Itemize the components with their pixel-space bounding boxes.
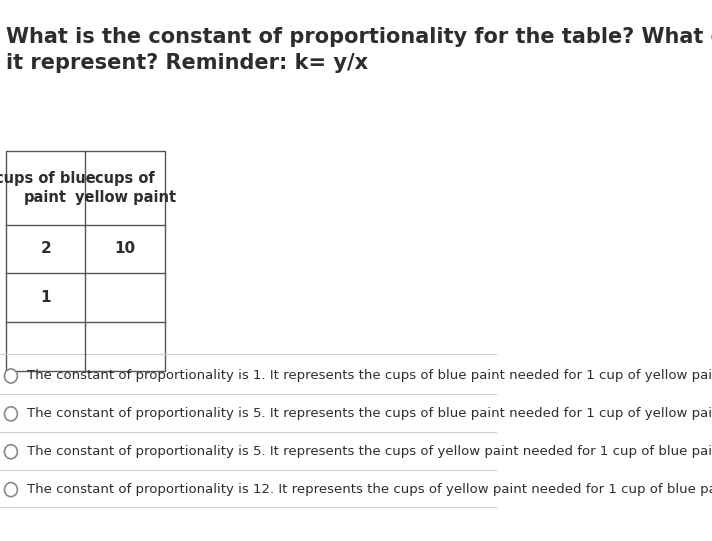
Text: What is the constant of proportionality for the table? What does
it represent? R: What is the constant of proportionality … <box>6 27 712 74</box>
Text: The constant of proportionality is 12. It represents the cups of yellow paint ne: The constant of proportionality is 12. I… <box>27 483 712 496</box>
Circle shape <box>4 483 17 497</box>
Circle shape <box>4 445 17 459</box>
Text: The constant of proportionality is 5. It represents the cups of blue paint neede: The constant of proportionality is 5. It… <box>27 407 712 420</box>
Circle shape <box>4 407 17 421</box>
Circle shape <box>4 369 17 383</box>
Text: The constant of proportionality is 1. It represents the cups of blue paint neede: The constant of proportionality is 1. It… <box>27 370 712 382</box>
Bar <box>6 151 165 371</box>
Text: The constant of proportionality is 5. It represents the cups of yellow paint nee: The constant of proportionality is 5. It… <box>27 445 712 458</box>
Text: cups of blue
paint: cups of blue paint <box>0 171 96 205</box>
Text: cups of
yellow paint: cups of yellow paint <box>75 171 176 205</box>
Text: 1: 1 <box>41 290 51 305</box>
Text: 2: 2 <box>41 241 51 256</box>
Text: 10: 10 <box>115 241 136 256</box>
